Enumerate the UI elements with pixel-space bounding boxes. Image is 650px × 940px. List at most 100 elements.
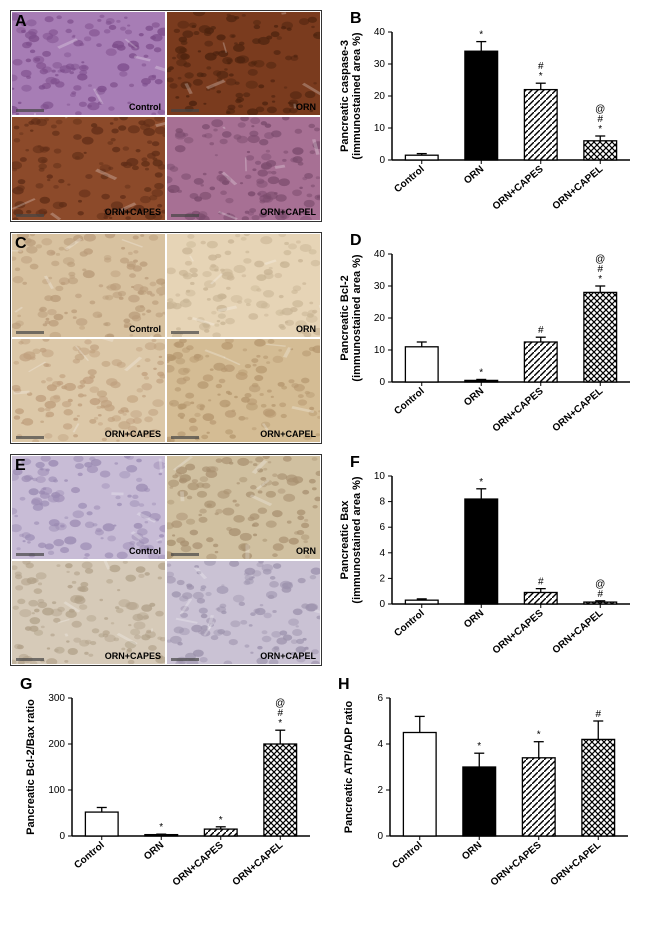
svg-text:*: * [537,730,541,741]
scale-bar [16,553,44,556]
svg-text:0: 0 [377,831,383,842]
svg-text:*: * [278,718,282,729]
svg-text:Pancreatic caspase-3: Pancreatic caspase-3 [339,40,351,152]
micrograph-label: ORN [296,102,316,112]
svg-text:ORN: ORN [462,608,486,631]
svg-text:@: @ [595,254,605,265]
panel-letter-e: E [15,457,26,475]
micrograph-label: ORN+CAPEL [260,651,316,661]
svg-text:@: @ [275,698,285,709]
svg-text:*: * [159,822,163,833]
svg-text:6: 6 [377,693,383,704]
svg-text:ORN: ORN [460,840,484,863]
svg-text:10: 10 [374,345,386,356]
panel-letter-b: B [350,10,362,28]
svg-text:*: * [219,815,223,826]
panel-letter-d: D [350,232,362,250]
micrograph-grid-c: ControlORNORN+CAPESORN+CAPEL [11,233,321,443]
row-cd: C ControlORNORN+CAPESORN+CAPEL D 0102030… [10,232,640,444]
micrograph-label: Control [129,102,161,112]
svg-text:(immunostained area %): (immunostained area %) [351,32,363,159]
svg-text:*: * [598,124,602,135]
micrograph-cell: Control [11,233,166,338]
svg-text:ORN+CAPES: ORN+CAPES [171,840,226,889]
svg-text:#: # [538,577,544,588]
svg-text:Control: Control [390,840,424,871]
svg-text:#: # [538,61,544,72]
micrograph-cell: ORN [166,11,321,116]
panel-letter-f: F [350,454,360,472]
svg-text:20: 20 [374,313,386,324]
scale-bar [171,436,199,439]
panel-letter-h: H [338,676,350,694]
svg-text:ORN+CAPEL: ORN+CAPEL [549,840,604,888]
svg-text:ORN+CAPEL: ORN+CAPEL [551,386,606,434]
svg-text:100: 100 [48,785,65,796]
svg-text:10: 10 [374,471,386,482]
svg-text:ORN+CAPEL: ORN+CAPEL [551,164,606,212]
micrograph-cell: ORN+CAPES [11,338,166,443]
svg-text:*: * [479,367,483,378]
micrograph-label: Control [129,546,161,556]
svg-text:Control: Control [392,164,426,195]
bar-chart-f: 0246810Pancreatic Bax(immunostained area… [330,454,640,666]
svg-text:ORN+CAPEL: ORN+CAPEL [551,608,606,656]
svg-text:20: 20 [374,91,386,102]
svg-text:(immunostained area %): (immunostained area %) [351,476,363,603]
svg-text:(immunostained area %): (immunostained area %) [351,254,363,381]
row-ef: E ControlORNORN+CAPESORN+CAPEL F 0246810… [10,454,640,666]
svg-text:#: # [597,589,603,600]
svg-text:300: 300 [48,693,65,704]
row-gh: G 0 100 200 300 Pancreatic Bcl-2/Bax ratio Co… [10,676,640,898]
svg-text:ORN+CAPEL: ORN+CAPEL [231,840,286,888]
scale-bar [16,331,44,334]
svg-text:ORN+CAPES: ORN+CAPES [491,386,546,435]
svg-text:Pancreatic Bcl-2: Pancreatic Bcl-2 [339,275,351,361]
svg-text:10: 10 [374,123,386,134]
svg-text:#: # [277,708,283,719]
svg-text:*: * [598,274,602,285]
panel-letter-c: C [15,235,27,253]
svg-text:*: * [477,741,481,752]
scale-bar [171,214,199,217]
panel-letter-a: A [15,13,27,31]
svg-text:Control: Control [72,840,106,871]
panel-c: C ControlORNORN+CAPESORN+CAPEL [10,232,322,444]
svg-text:*: * [479,477,483,488]
svg-text:*: * [479,30,483,41]
micrograph-label: ORN+CAPES [105,207,161,217]
svg-text:#: # [538,325,544,336]
panel-d: D 010203040Pancreatic Bcl-2(immunostaine… [330,232,640,444]
svg-text:40: 40 [374,249,386,260]
svg-text:#: # [597,114,603,125]
micrograph-cell: ORN+CAPES [11,560,166,665]
svg-text:2: 2 [377,785,383,796]
svg-text:@: @ [595,579,605,590]
svg-text:0: 0 [379,155,385,166]
panel-h: H 0246Pancreatic ATP/ADP ratioControl*OR… [328,676,638,898]
svg-text:30: 30 [374,281,386,292]
scale-bar [16,109,44,112]
micrograph-label: ORN+CAPES [105,651,161,661]
svg-text:#: # [597,264,603,275]
panel-letter-g: G [20,676,32,694]
panel-e: E Control ORN ORN+CAPES ORN+CAPEL [10,454,322,666]
svg-text:200: 200 [48,739,65,750]
scale-bar [16,214,44,217]
svg-text:2: 2 [379,573,385,584]
svg-text:ORN+CAPES: ORN+CAPES [491,164,546,213]
svg-text:Pancreatic Bcl-2/Bax ratio: Pancreatic Bcl-2/Bax ratio [25,699,37,835]
micrograph-label: ORN [296,546,316,556]
micrograph-grid-a: ControlORNORN+CAPESORN+CAPEL [11,11,321,221]
micrograph-label: ORN+CAPEL [260,429,316,439]
svg-text:ORN: ORN [462,386,486,409]
panel-a: A ControlORNORN+CAPESORN+CAPEL [10,10,322,222]
bar-chart-b: 010203040Pancreatic caspase-3(immunostai… [330,10,640,222]
svg-text:ORN+CAPES: ORN+CAPES [491,608,546,657]
svg-text:ORN: ORN [142,840,166,863]
panel-b: B 010203040Pancreatic caspase-3(immunost… [330,10,640,222]
scale-bar [16,436,44,439]
micrograph-cell: ORN [166,455,321,560]
svg-text:Control: Control [392,386,426,417]
svg-text:30: 30 [374,59,386,70]
